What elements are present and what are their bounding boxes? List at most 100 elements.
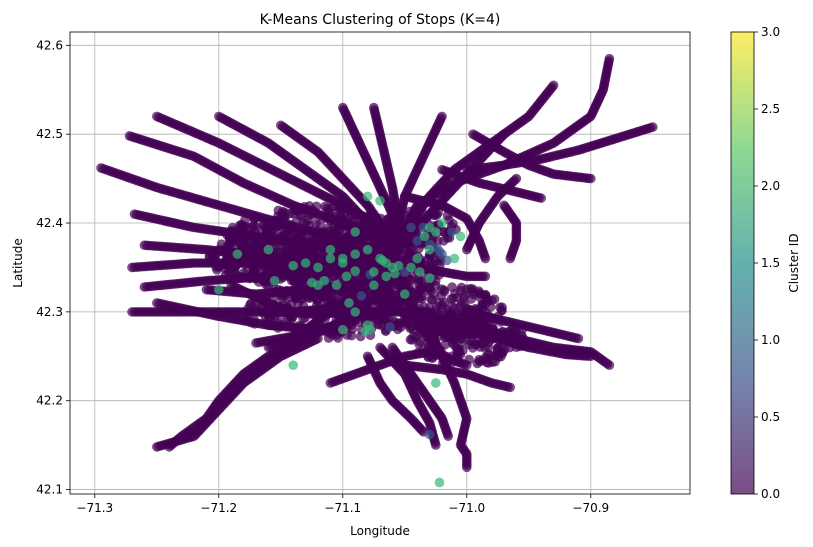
cluster-0-point (604, 360, 615, 370)
cluster-2-point (325, 253, 336, 264)
cluster-0-point (293, 299, 303, 309)
cluster-0-point (359, 300, 370, 311)
cluster-0-point (483, 358, 494, 368)
cluster-0-point (458, 310, 469, 321)
cluster-0-point (426, 294, 436, 305)
colorbar-tick-label: 0.0 (761, 487, 780, 501)
cluster-2-point (288, 260, 299, 271)
cluster-0-point (454, 348, 464, 358)
x-axis-ticks: −71.3 −71.2 −71.1 −71.0 −70.9 (76, 494, 609, 515)
cluster-0-point (332, 299, 342, 310)
cluster-2-point (325, 244, 336, 255)
y-tick-label: 42.4 (36, 216, 63, 230)
cluster-0-point (342, 240, 352, 251)
cluster-0-point (391, 305, 401, 316)
cluster-0-point (214, 262, 225, 272)
cluster-0-point (447, 334, 458, 345)
cluster-0-point (482, 322, 493, 333)
cluster-0-point (299, 201, 310, 212)
cluster-2-point (350, 249, 361, 259)
cluster-0-point (296, 210, 307, 221)
cluster-0-point (392, 295, 403, 305)
cluster-0-point (486, 334, 496, 345)
cluster-0-point (324, 210, 335, 221)
cluster-0-point (505, 382, 515, 393)
cluster-0-point (279, 212, 290, 223)
cluster-2-point (362, 244, 373, 255)
cluster-2-point (369, 267, 379, 277)
cluster-1-point (432, 243, 442, 253)
cluster-0-point (273, 205, 284, 216)
cluster-0-point (419, 302, 430, 312)
cluster-0-point (375, 213, 386, 224)
cluster-0-point (429, 329, 439, 339)
cluster-0-point (430, 280, 441, 291)
cluster-2-point (455, 231, 466, 242)
cluster-0-point (229, 257, 240, 267)
cluster-2-point (365, 324, 375, 335)
cluster-0-point (264, 311, 275, 322)
cluster-0-point (379, 314, 390, 325)
cluster-1-point (385, 322, 395, 332)
cluster-0-point (388, 207, 398, 218)
cluster-0-point (464, 339, 475, 350)
cluster-2-point (400, 289, 410, 299)
cluster-2-point (393, 260, 404, 271)
cluster-2-point (377, 255, 388, 266)
cluster-0-point (294, 272, 305, 282)
cluster-0-point (265, 235, 276, 246)
cluster-0-point (204, 252, 215, 262)
cluster-0-point (280, 246, 291, 257)
cluster-1-point (424, 429, 435, 440)
cluster-0-point (258, 262, 268, 273)
cluster-0-point (346, 210, 356, 221)
cluster-0-point (315, 219, 325, 229)
y-axis-ticks: 42.142.242.342.442.542.6 (36, 38, 70, 497)
cluster-0-point (466, 294, 476, 304)
cluster-0-point (418, 322, 429, 333)
y-axis-label: Latitude (11, 238, 25, 287)
colorbar-tick-label: 0.5 (761, 410, 780, 424)
cluster-0-point (586, 351, 596, 362)
y-tick-label: 42.2 (36, 394, 63, 408)
cluster-0-point (276, 319, 286, 330)
cluster-0-point (374, 227, 384, 237)
cluster-2-point (350, 266, 361, 276)
cluster-0-point (505, 342, 515, 353)
chart-title: K-Means Clustering of Stops (K=4) (260, 12, 501, 28)
cluster-0-point (480, 253, 491, 264)
cluster-0-point (462, 164, 472, 175)
cluster-1-point (356, 291, 367, 301)
cluster-0-point (240, 239, 251, 250)
cluster-0-point (447, 357, 458, 368)
y-tick-label: 42.5 (36, 127, 63, 141)
cluster-2-point (362, 191, 373, 202)
cluster-0-point (350, 278, 360, 288)
cluster-0-point (304, 325, 315, 336)
cluster-2-point (449, 253, 460, 264)
cluster-2-point (424, 244, 435, 255)
cluster-0-point (294, 330, 305, 341)
cluster-0-point (276, 289, 287, 299)
cluster-0-point (383, 245, 394, 255)
cluster-0-point (247, 222, 257, 233)
cluster-0-point (493, 352, 504, 362)
cluster-0-point (311, 253, 322, 264)
cluster-0-point (306, 309, 316, 319)
cluster-0-point (288, 306, 299, 317)
cluster-0-point (329, 265, 339, 275)
cluster-2-point (431, 378, 441, 388)
cluster-2-point (288, 360, 299, 370)
cluster-0-point (249, 247, 260, 258)
cluster-0-point (289, 246, 299, 256)
cluster-0-point (509, 328, 520, 339)
y-tick-label: 42.3 (36, 305, 63, 319)
cluster-0-point (308, 269, 318, 280)
cluster-0-point (462, 462, 472, 473)
cluster-0-point (497, 302, 507, 313)
cluster-2-point (434, 477, 445, 488)
cluster-0-point (448, 311, 459, 321)
cluster-0-point (586, 173, 596, 184)
cluster-1-point (447, 227, 457, 237)
